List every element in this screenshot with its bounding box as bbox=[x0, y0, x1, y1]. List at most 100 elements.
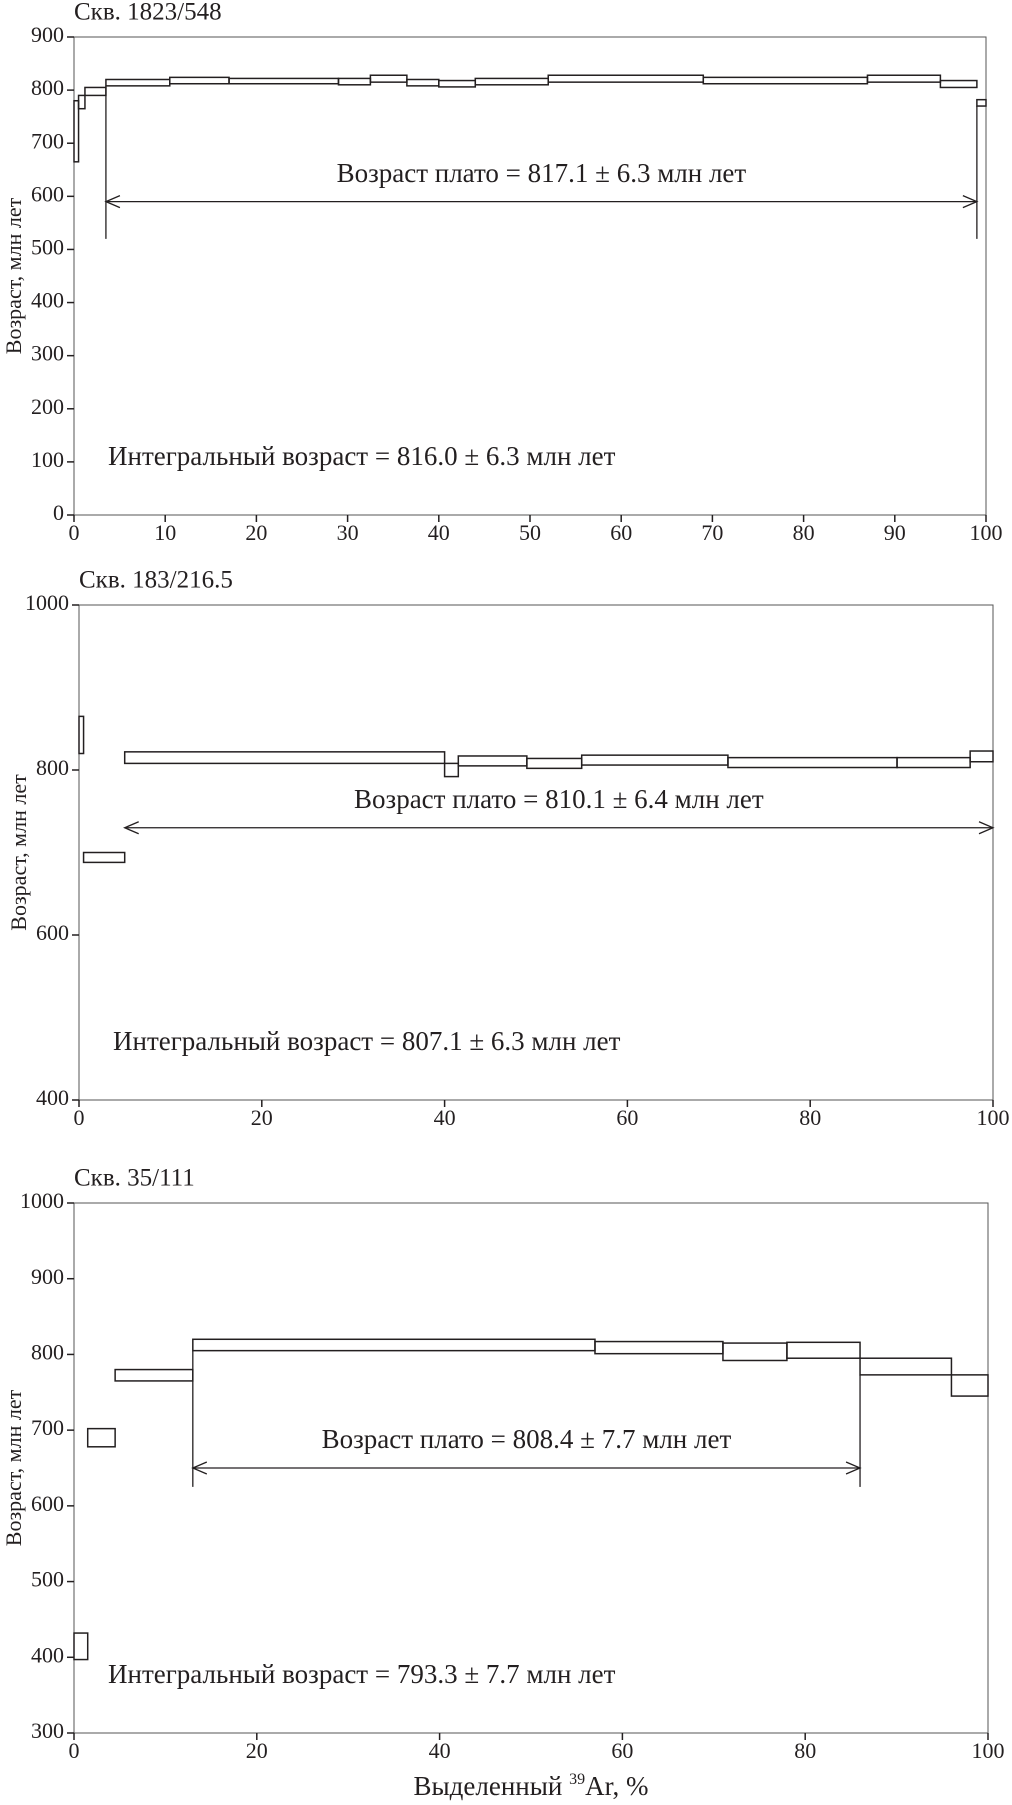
age-step bbox=[443, 762, 460, 778]
chart-title: Скв. 35/111 bbox=[74, 1165, 195, 1192]
age-step bbox=[702, 76, 869, 85]
plateau-label: Возраст плато = 810.1 ± 6.4 млн лет bbox=[354, 784, 764, 814]
age-step bbox=[939, 79, 978, 89]
x-axis-label-part: Ar, % bbox=[585, 1771, 648, 1801]
x-tick-label: 80 bbox=[794, 1738, 816, 1763]
arrow-head bbox=[978, 821, 995, 835]
plateau-label: Возраст плато = 808.4 ± 7.7 млн лет bbox=[322, 1424, 732, 1454]
y-tick-label: 500 bbox=[31, 234, 64, 259]
x-tick-label: 90 bbox=[884, 520, 906, 545]
x-tick-label: 20 bbox=[251, 1105, 273, 1130]
age-step bbox=[438, 79, 477, 88]
age-step bbox=[580, 754, 729, 766]
y-tick-label: 600 bbox=[36, 920, 69, 945]
age-step bbox=[594, 1340, 724, 1355]
x-tick-label: 70 bbox=[701, 520, 723, 545]
age-step bbox=[722, 1342, 788, 1362]
x-axis-label: Выделенный 39Ar, % bbox=[414, 1771, 649, 1802]
y-tick-label: 1000 bbox=[25, 590, 69, 615]
arrow-head bbox=[123, 821, 139, 835]
y-tick-label: 800 bbox=[36, 755, 69, 780]
y-axis-label: Возраст, млн лет bbox=[1, 197, 26, 354]
age-step bbox=[866, 74, 942, 83]
x-axis-label-part: Выделенный bbox=[414, 1771, 570, 1801]
x-tick-label: 100 bbox=[977, 1105, 1010, 1130]
y-tick-label: 300 bbox=[31, 341, 64, 366]
x-tick-label: 50 bbox=[519, 520, 541, 545]
age-step bbox=[105, 78, 171, 87]
x-tick-label: 80 bbox=[799, 1105, 821, 1130]
x-tick-label: 20 bbox=[245, 520, 267, 545]
y-tick-label: 900 bbox=[31, 1264, 64, 1289]
age-step bbox=[786, 1341, 861, 1359]
y-tick-label: 100 bbox=[31, 447, 64, 472]
age-step bbox=[77, 94, 86, 110]
x-tick-label: 20 bbox=[246, 1738, 268, 1763]
age-step bbox=[228, 77, 340, 85]
age-step bbox=[950, 1374, 989, 1397]
age-step bbox=[969, 750, 994, 763]
age-step bbox=[457, 755, 528, 767]
chart-title: Скв. 183/216.5 bbox=[79, 567, 233, 594]
y-tick-label: 0 bbox=[53, 500, 64, 525]
age-step bbox=[73, 99, 80, 163]
chart-title: Скв. 1823/548 bbox=[74, 0, 222, 26]
age-step bbox=[526, 757, 583, 770]
x-tick-label: 60 bbox=[610, 520, 632, 545]
y-tick-label: 300 bbox=[31, 1718, 64, 1743]
y-tick-label: 600 bbox=[31, 1491, 64, 1516]
age-step bbox=[859, 1357, 953, 1376]
y-tick-label: 800 bbox=[31, 75, 64, 100]
age-step bbox=[123, 751, 446, 765]
age-step bbox=[727, 756, 898, 769]
y-tick-label: 400 bbox=[36, 1085, 69, 1110]
plot-frame bbox=[73, 1202, 989, 1734]
x-tick-label: 30 bbox=[337, 520, 359, 545]
y-axis-label: Возраст, млн лет bbox=[1, 1389, 26, 1546]
integral-label: Интегральный возраст = 807.1 ± 6.3 млн л… bbox=[113, 1026, 621, 1056]
y-tick-label: 700 bbox=[31, 1415, 64, 1440]
x-tick-label: 40 bbox=[434, 1105, 456, 1130]
x-tick-label: 100 bbox=[972, 1738, 1005, 1763]
age-step bbox=[406, 78, 440, 87]
x-tick-label: 80 bbox=[793, 520, 815, 545]
x-tick-label: 40 bbox=[428, 520, 450, 545]
y-tick-label: 800 bbox=[31, 1339, 64, 1364]
x-tick-label: 100 bbox=[970, 520, 1003, 545]
age-step bbox=[78, 715, 85, 755]
age-step bbox=[82, 851, 126, 864]
age-step bbox=[169, 76, 230, 85]
x-tick-label: 0 bbox=[69, 520, 80, 545]
integral-label: Интегральный возраст = 793.3 ± 7.7 млн л… bbox=[108, 1659, 616, 1689]
y-tick-label: 400 bbox=[31, 288, 64, 313]
x-tick-label: 0 bbox=[69, 1738, 80, 1763]
y-tick-label: 700 bbox=[31, 128, 64, 153]
age-step bbox=[337, 77, 372, 86]
age-step bbox=[369, 74, 408, 83]
age-step bbox=[84, 86, 107, 97]
x-tick-label: 10 bbox=[154, 520, 176, 545]
y-tick-label: 900 bbox=[31, 22, 64, 47]
age-step bbox=[976, 98, 987, 107]
age-step bbox=[73, 1632, 89, 1661]
x-tick-label: 60 bbox=[611, 1738, 633, 1763]
y-tick-label: 600 bbox=[31, 181, 64, 206]
y-tick-label: 400 bbox=[31, 1642, 64, 1667]
integral-label: Интегральный возраст = 816.0 ± 6.3 млн л… bbox=[108, 441, 616, 471]
age-step bbox=[114, 1368, 194, 1382]
plateau-label: Возраст плато = 817.1 ± 6.3 млн лет bbox=[337, 158, 747, 188]
x-tick-label: 40 bbox=[429, 1738, 451, 1763]
x-tick-label: 0 bbox=[74, 1105, 85, 1130]
plot-frame bbox=[78, 604, 994, 1101]
age-step bbox=[896, 756, 971, 769]
y-tick-label: 200 bbox=[31, 394, 64, 419]
y-tick-label: 1000 bbox=[20, 1188, 64, 1213]
age-step bbox=[86, 1427, 116, 1448]
y-tick-label: 500 bbox=[31, 1567, 64, 1592]
y-axis-label: Возраст, млн лет bbox=[6, 774, 31, 931]
x-axis-label-part: 39 bbox=[569, 1771, 585, 1788]
age-step bbox=[474, 77, 549, 86]
x-tick-label: 60 bbox=[616, 1105, 638, 1130]
age-step bbox=[192, 1338, 596, 1352]
